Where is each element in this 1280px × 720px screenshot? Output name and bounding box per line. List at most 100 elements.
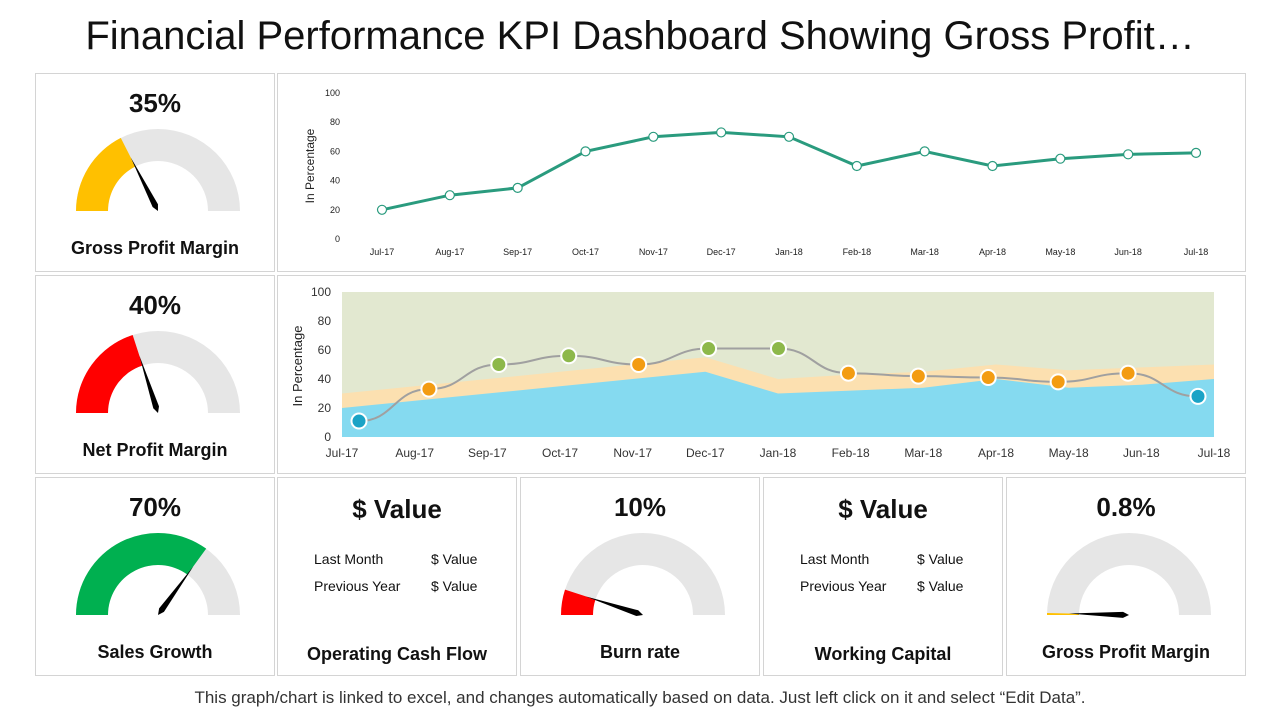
page-title: Financial Performance KPI Dashboard Show…	[85, 14, 1195, 58]
gauge-label: Sales Growth	[97, 642, 213, 662]
footer-note: This graph/chart is linked to excel, and…	[194, 688, 1086, 707]
data-point[interactable]	[909, 367, 927, 385]
y-tick-label: 0	[335, 234, 340, 244]
data-point[interactable]	[1055, 153, 1066, 164]
x-tick-label: Jun-18	[1123, 446, 1160, 460]
series-line	[381, 130, 1197, 212]
line-chart[interactable]: 0 20 40 60 80 100 In Percentage Jul-17 Aug-17 Sep…	[278, 74, 1247, 273]
y-tick-label: 40	[330, 176, 340, 186]
data-point[interactable]	[839, 364, 857, 382]
gauge-card-burn-rate[interactable]: 10% Burn rate	[520, 477, 760, 676]
gauge-track	[561, 533, 725, 615]
gauge-label: Gross Profit Margin	[1041, 642, 1211, 662]
gauge-value: 70%	[128, 492, 182, 522]
data-point[interactable]	[716, 127, 727, 138]
x-tick-label: Apr-18	[979, 247, 1006, 257]
area-chart[interactable]: 0 20 40 60 80 100 In Percentage Jul-17 Aug-17 Sep…	[278, 276, 1247, 475]
gauge-card-sales-growth[interactable]: 70% Sales Growth	[35, 477, 275, 676]
data-point[interactable]	[420, 380, 438, 398]
gauge-fill	[76, 533, 207, 615]
gauge-card-net-profit-margin[interactable]: 40% Net Profit Margin	[35, 275, 275, 474]
gauge-fill	[561, 589, 596, 615]
x-tick-label: Dec-17	[686, 446, 725, 460]
y-axis-title: In Percentage	[303, 128, 317, 203]
data-point[interactable]	[1190, 147, 1202, 158]
row-label: Last Month	[314, 551, 384, 567]
data-point[interactable]	[580, 146, 591, 157]
data-point[interactable]	[512, 182, 523, 194]
line-chart-card[interactable]: 0 20 40 60 80 100 In Percentage Jul-17 Aug-17 Sep…	[277, 73, 1246, 272]
gauge	[561, 533, 725, 616]
gauge-card-gross-profit-margin[interactable]: 35% Gross Profit Margin	[35, 73, 275, 272]
gauge-label: Gross Profit Margin	[70, 238, 240, 258]
gauge-value: 0.8%	[1096, 492, 1156, 522]
x-tick-label: Apr-18	[978, 446, 1014, 460]
value-card-working-capital[interactable]: $ Value Last Month $ Value Previous Year $ V…	[763, 477, 1003, 676]
data-point[interactable]	[490, 356, 508, 373]
x-tick-label: Feb-18	[843, 247, 872, 257]
y-tick-label: 100	[325, 88, 340, 98]
gauge-value: 40%	[128, 290, 182, 320]
gauge-label: Burn rate	[599, 642, 680, 662]
data-point[interactable]	[350, 412, 368, 430]
x-tick-label: Sep-17	[503, 247, 532, 257]
kpi-label: Operating Cash Flow	[306, 644, 488, 664]
x-tick-label: Sep-17	[468, 446, 507, 460]
x-tick-label: Jun-18	[1114, 247, 1142, 257]
x-tick-label: Jan-18	[760, 446, 797, 460]
y-tick-label: 0	[324, 430, 331, 444]
row-value: $ Value	[431, 551, 478, 567]
y-tick-label: 80	[330, 117, 340, 127]
data-point[interactable]	[1123, 149, 1134, 160]
gauge-card-gross-profit-margin-2[interactable]: 0.8% Gross Profit Margin	[1006, 477, 1246, 676]
gauge-needle	[1069, 611, 1129, 618]
gauge	[76, 129, 240, 211]
gauge-needle	[585, 596, 643, 616]
x-tick-label: Oct-17	[542, 446, 578, 460]
gauge-track	[1047, 533, 1211, 615]
area-chart-card[interactable]: 0 20 40 60 80 100 In Percentage Jul-17 Aug-17 Sep…	[277, 275, 1246, 474]
gauge-needle	[139, 355, 159, 413]
x-tick-label: Aug-17	[435, 247, 464, 257]
data-point[interactable]	[630, 356, 648, 373]
gauge	[76, 533, 240, 615]
gauge-label: Net Profit Margin	[82, 440, 228, 460]
x-tick-label: May-18	[1049, 446, 1089, 460]
gauge	[76, 331, 240, 413]
x-tick-label: Mar-18	[904, 446, 942, 460]
data-point[interactable]	[1049, 373, 1067, 391]
x-tick-label: May-18	[1045, 247, 1075, 257]
x-tick-label: Oct-17	[572, 247, 599, 257]
row-value: $ Value	[917, 551, 964, 567]
x-tick-label: Dec-17	[707, 247, 736, 257]
data-point[interactable]	[770, 340, 787, 358]
data-point[interactable]	[987, 160, 998, 172]
y-tick-label: 100	[311, 285, 331, 299]
data-point[interactable]	[648, 131, 659, 142]
x-tick-label: Jan-18	[775, 247, 803, 257]
y-tick-label: 80	[318, 314, 332, 328]
data-point[interactable]	[1119, 364, 1137, 382]
x-tick-label: Jul-17	[370, 247, 395, 257]
y-tick-label: 20	[330, 205, 340, 215]
y-tick-label: 40	[318, 372, 332, 386]
data-point[interactable]	[700, 340, 718, 358]
x-tick-label: Nov-17	[613, 446, 652, 460]
gauge-fill	[76, 137, 136, 211]
y-tick-label: 60	[318, 343, 332, 357]
gauge-needle	[158, 566, 194, 615]
data-point[interactable]	[376, 204, 388, 215]
gauge	[1047, 533, 1211, 618]
data-point[interactable]	[1189, 387, 1207, 405]
x-tick-label: Jul-17	[326, 446, 359, 460]
value-card-operating-cash-flow[interactable]: $ Value Last Month $ Value Previous Year $ V…	[277, 477, 517, 676]
data-point[interactable]	[560, 347, 578, 365]
data-point[interactable]	[919, 146, 930, 157]
y-axis-title: In Percentage	[290, 326, 305, 407]
data-point[interactable]	[444, 190, 455, 201]
data-point[interactable]	[851, 160, 862, 172]
x-tick-label: Nov-17	[639, 247, 668, 257]
data-point[interactable]	[979, 369, 997, 387]
data-point[interactable]	[783, 131, 795, 142]
y-tick-label: 60	[330, 146, 340, 156]
